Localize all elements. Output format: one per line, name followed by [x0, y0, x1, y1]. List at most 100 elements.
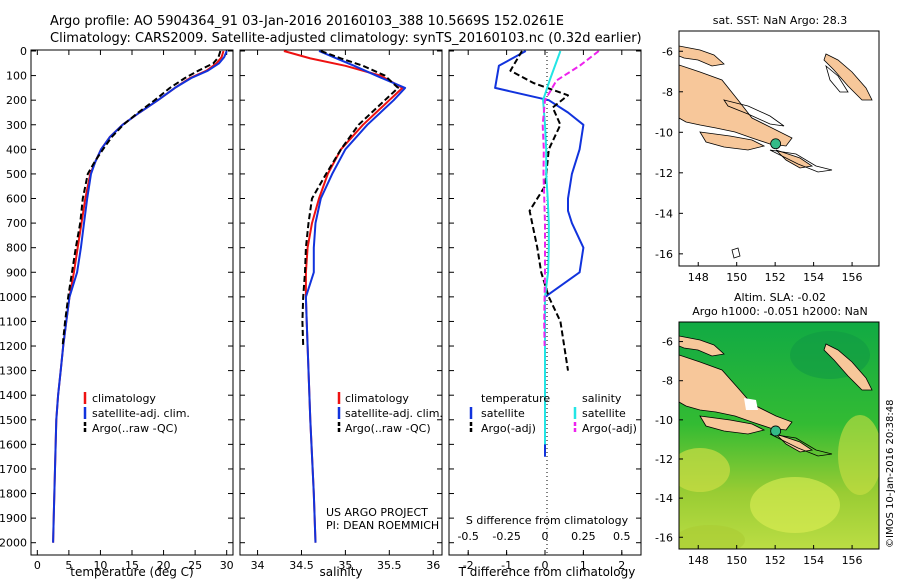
- lat-tick-label: -14: [655, 492, 673, 505]
- x-tick-label: 15: [125, 559, 139, 572]
- lat-tick-label: -10: [655, 126, 673, 139]
- x-tick-label: 0: [34, 559, 41, 572]
- sst-map-title: sat. SST: NaN Argo: 28.3: [713, 14, 847, 27]
- salinity-x-label: salinity: [319, 565, 362, 579]
- new-britain-island: [679, 45, 725, 67]
- header-title: Argo profile: AO 5904364_91 03-Jan-2016 …: [50, 14, 564, 29]
- lon-tick-label: 152: [765, 554, 786, 567]
- sla-map-subtitle: Argo h1000: -0.051 h2000: NaN: [692, 305, 868, 318]
- lon-tick-label: 152: [765, 271, 786, 284]
- depth-tick-label: 300: [6, 119, 27, 132]
- white-island-patch: [744, 398, 758, 410]
- temperature-panel: 0100200300400500600700800900100011001200…: [0, 45, 234, 579]
- depth-tick-label: 100: [6, 70, 27, 83]
- legend-label-climatology: climatology: [92, 392, 156, 405]
- bougainville-island: [699, 131, 766, 151]
- lat-tick-label: -10: [655, 414, 673, 427]
- argo-float-marker: [770, 425, 782, 437]
- depth-tick-label: 1000: [0, 291, 27, 304]
- legend-label-t-argo: Argo(-adj): [481, 422, 536, 435]
- series-line-satellite-adj-clim-: [304, 50, 407, 543]
- x-tick-label: -2: [463, 559, 474, 572]
- lat-tick-label: -6: [662, 336, 673, 349]
- difference-depth-ticks: [449, 50, 641, 544]
- x-tick-label: -1: [501, 559, 512, 572]
- s-difference-axis: -0.5 -0.25 0 0.25 0.5: [457, 530, 631, 555]
- salinity-legend: climatology satellite-adj. clim. Argo(..…: [337, 392, 443, 435]
- legend-label-t-satellite: satellite: [481, 407, 525, 420]
- legend-label-s-argo: Argo(-adj): [582, 422, 637, 435]
- lon-tick-label: 150: [726, 554, 747, 567]
- x-tick-label: 2: [618, 559, 625, 572]
- depth-tick-label: 2000: [0, 537, 27, 550]
- depth-tick-label: 1200: [0, 340, 27, 353]
- sla-map-frame: [678, 321, 880, 550]
- new-britain-island: [679, 335, 725, 357]
- x-tick-label: 35.5: [377, 559, 402, 572]
- salinity-axes-box: [239, 49, 443, 556]
- reef-outline-2: [769, 149, 833, 173]
- header-subtitle: Climatology: CARS2009. Satellite-adjuste…: [50, 31, 642, 46]
- salinity-panel: 34 34.5 35 35.5 36 salinity climatology sate…: [239, 49, 443, 579]
- imos-credit: ©IMOS 10-Jan-2016 20:38:48: [885, 400, 896, 548]
- depth-tick-label: 1500: [0, 414, 27, 427]
- sla-patch-high-1: [679, 448, 730, 492]
- x-tick-label: 25: [188, 559, 202, 572]
- legend-label-satellite: satellite-adj. clim.: [345, 407, 443, 420]
- temperature-legend: climatology satellite-adj. clim. Argo(..…: [83, 392, 190, 435]
- lat-tick-label: -14: [655, 207, 673, 220]
- series-line-salinity-argo-adj-: [541, 50, 600, 347]
- x-tick-label: 35: [338, 559, 352, 572]
- bougainville-island: [699, 415, 766, 435]
- legend-label-satellite: satellite-adj. clim.: [92, 407, 190, 420]
- salinity-x-axis: 34 34.5 35 35.5 36: [251, 50, 440, 572]
- salinity-depth-ticks: [240, 50, 442, 544]
- depth-axis: 0 100 200 300 400 500 600 700 800 900 1000 1100 1200…: [0, 45, 233, 550]
- depth-tick-label: 200: [6, 94, 27, 107]
- lat-tick-label: -12: [655, 167, 673, 180]
- depth-tick-label: 1600: [0, 438, 27, 451]
- x-tick-label: 10: [93, 559, 107, 572]
- lat-tick-label: -6: [662, 45, 673, 58]
- difference-profiles: [494, 50, 600, 457]
- pi-annotation: PI: DEAN ROEMMICH: [326, 519, 439, 532]
- t-difference-label: T difference from climatology: [458, 565, 636, 579]
- series-line-climatology: [52, 50, 225, 543]
- difference-panel: -2 -1 0 1 2 -0.5 -0.25 0 0.25 0.5 S difference f…: [448, 49, 642, 579]
- series-line-argo-raw-qc-: [61, 50, 222, 347]
- lat-tick-label: -12: [655, 453, 673, 466]
- lon-tick-label: 156: [842, 554, 863, 567]
- new-ireland-island: [823, 53, 873, 101]
- salinity-profiles: [283, 50, 407, 543]
- depth-tick-label: 900: [6, 266, 27, 279]
- sst-map: sat. SST: NaN Argo: 28.3 148 150 152 154 156…: [655, 14, 880, 284]
- lat-tick-label: -16: [655, 531, 673, 544]
- x-tick-label: 34: [251, 559, 265, 572]
- difference-legend: temperature satellite Argo(-adj) salinit…: [469, 392, 637, 435]
- s-tick-label: 0: [542, 530, 549, 543]
- x-tick-label: 5: [65, 559, 72, 572]
- temperature-x-axis: 0 5 10 15 20 25 30: [34, 50, 234, 572]
- depth-tick-label: 400: [6, 143, 27, 156]
- sla-patch-high-4: [679, 525, 745, 549]
- project-annotation: US ARGO PROJECT: [326, 506, 428, 519]
- x-tick-label: 30: [220, 559, 234, 572]
- legend-title-temperature: temperature: [481, 392, 550, 405]
- argo-float-marker: [770, 138, 782, 150]
- sla-map: Altim. SLA: -0.02 Argo h1000: -0.051 h20…: [655, 291, 880, 567]
- lon-tick-label: 154: [803, 271, 824, 284]
- legend-label-climatology: climatology: [345, 392, 409, 405]
- legend-label-argo: Argo(..raw -QC): [345, 422, 431, 435]
- x-tick-label: 34.5: [289, 559, 314, 572]
- series-line-argo-raw-qc-: [301, 50, 400, 347]
- s-difference-label: S difference from climatology: [466, 514, 629, 527]
- lon-tick-label: 148: [688, 271, 709, 284]
- legend-label-argo: Argo(..raw -QC): [92, 422, 178, 435]
- depth-tick-label: 700: [6, 217, 27, 230]
- sla-patch-high-2: [750, 477, 840, 533]
- lat-tick-label: -16: [655, 248, 673, 261]
- series-line-satellite-adj-clim-: [52, 50, 228, 543]
- s-tick-label: 0.25: [571, 530, 596, 543]
- reef-outline: [769, 433, 833, 457]
- x-tick-label: 1: [580, 559, 587, 572]
